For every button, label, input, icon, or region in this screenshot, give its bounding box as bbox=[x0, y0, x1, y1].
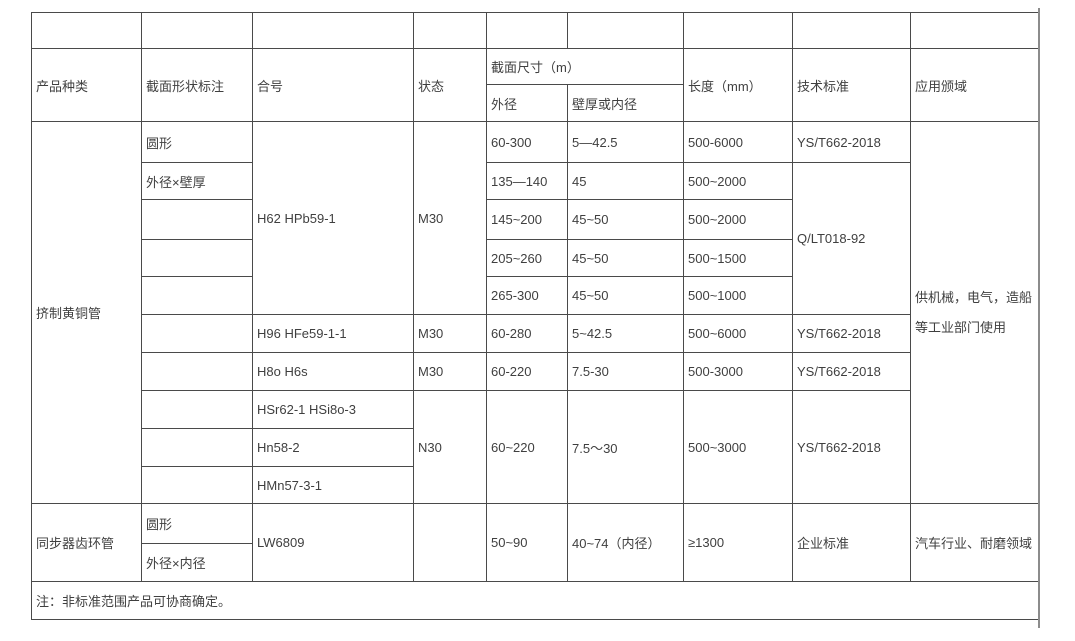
cell-alloy: Hn58-2 bbox=[252, 428, 414, 467]
cell-od: 205~260 bbox=[486, 239, 568, 277]
cell-product-extruded: 挤制黄铜管 bbox=[31, 121, 142, 504]
cell-std: 企业标准 bbox=[792, 503, 911, 582]
cell-application-sync-ring: 汽车行业、耐磨领域 bbox=[910, 503, 1040, 582]
header-wall-or-inner: 壁厚或内径 bbox=[567, 84, 684, 122]
table-row: 挤制黄铜管 圆形 H62 HPb59-1 M30 60-300 5—42.5 5… bbox=[31, 121, 1040, 504]
cell-od: 265-300 bbox=[486, 276, 568, 315]
cell-state: M30 bbox=[413, 352, 487, 391]
header-product-type: 产品种类 bbox=[31, 48, 142, 122]
cell-wall: 45~50 bbox=[567, 239, 684, 277]
cell-length: 500-3000 bbox=[683, 352, 793, 391]
empty-cell bbox=[31, 12, 142, 49]
cell-state: M30 bbox=[413, 121, 487, 315]
cell-length: 500-6000 bbox=[683, 121, 793, 163]
table-row: HMn57-3-1 bbox=[32, 466, 1040, 504]
header-tech-std: 技术标准 bbox=[792, 48, 911, 122]
cell-od: 145~200 bbox=[486, 199, 568, 240]
empty-cell bbox=[910, 12, 1040, 49]
cell-std: YS/T662-2018 bbox=[792, 390, 911, 504]
table-row: H8o H6s M30 60-220 7.5-30 500-3000 YS/T6… bbox=[32, 352, 1040, 391]
cell-shape-empty bbox=[141, 390, 253, 429]
cell-length: 500~6000 bbox=[683, 314, 793, 353]
table-row: 外径×壁厚 135—140 45 500~2000 Q/LT018-92 bbox=[32, 162, 1040, 315]
cell-std: Q/LT018-92 bbox=[792, 162, 911, 315]
header-state: 状态 bbox=[413, 48, 487, 122]
cell-shape-empty bbox=[141, 352, 253, 391]
cell-shape-empty bbox=[141, 466, 253, 504]
cell-alloy: H96 HFe59-1-1 bbox=[252, 314, 414, 353]
cell-std: YS/T662-2018 bbox=[792, 352, 911, 391]
header-shape-note: 截面形状标注 bbox=[141, 48, 253, 122]
cell-od: 50~90 bbox=[486, 503, 568, 582]
cell-state: N30 bbox=[413, 390, 487, 504]
cell-alloy: HSr62-1 HSi8o-3 bbox=[252, 390, 414, 429]
empty-cell bbox=[141, 12, 253, 49]
table-row: 205~260 45~50 500~1500 bbox=[32, 239, 1040, 277]
cell-state-empty bbox=[413, 503, 487, 582]
cell-alloy: H62 HPb59-1 bbox=[252, 121, 414, 315]
table-row: 同步器齿环管 圆形 LW6809 50~90 40~74（内径） ≥1300 企… bbox=[31, 503, 1040, 582]
table-header-row: 产品种类 截面形状标注 合号 状态 截面尺寸（m） 长度（mm） 技术标准 应用… bbox=[31, 48, 1040, 122]
cell-shape-empty bbox=[141, 276, 253, 315]
empty-cell bbox=[683, 12, 793, 49]
cell-shape-round: 圆形 bbox=[141, 503, 253, 544]
empty-cell bbox=[252, 12, 414, 49]
cell-wall: 45~50 bbox=[567, 276, 684, 315]
cell-od: 60~220 bbox=[486, 390, 568, 504]
cell-wall: 5~42.5 bbox=[567, 314, 684, 353]
table-row: 145~200 45~50 500~2000 bbox=[32, 199, 1040, 240]
cell-length: 500~2000 bbox=[683, 199, 793, 240]
cell-alloy: H8o H6s bbox=[252, 352, 414, 391]
cell-length: ≥1300 bbox=[683, 503, 793, 582]
cell-wall: 5—42.5 bbox=[567, 121, 684, 163]
empty-cell bbox=[413, 12, 487, 49]
header-length: 长度（mm） bbox=[683, 48, 793, 122]
cell-shape-empty bbox=[141, 239, 253, 277]
empty-cell bbox=[486, 12, 568, 49]
note-text: 注：非标准范围产品可协商确定。 bbox=[31, 581, 1040, 620]
cell-state: M30 bbox=[413, 314, 487, 353]
cell-od: 135—140 bbox=[486, 162, 568, 200]
table-right-edge-line bbox=[1038, 8, 1040, 628]
table-row: HSr62-1 HSi8o-3 N30 60~220 7.5～30 500~30… bbox=[32, 390, 1040, 504]
cell-od: 60-220 bbox=[486, 352, 568, 391]
cell-wall: 45 bbox=[567, 162, 684, 200]
cell-shape-empty bbox=[141, 428, 253, 467]
header-alloy-no: 合号 bbox=[252, 48, 414, 122]
cell-std: YS/T662-2018 bbox=[792, 121, 911, 163]
cell-std: YS/T662-2018 bbox=[792, 314, 911, 353]
product-spec-table: 产品种类 截面形状标注 合号 状态 截面尺寸（m） 长度（mm） 技术标准 应用… bbox=[31, 12, 1040, 620]
cell-length: 500~1000 bbox=[683, 276, 793, 315]
cell-shape-od-id: 外径×内径 bbox=[141, 543, 253, 582]
cell-od: 60-300 bbox=[486, 121, 568, 163]
cell-od: 60-280 bbox=[486, 314, 568, 353]
cell-application-extruded: 供机械，电气，造船等工业部门使用 bbox=[910, 121, 1040, 504]
empty-cell bbox=[792, 12, 911, 49]
cell-length: 500~1500 bbox=[683, 239, 793, 277]
header-section-size: 截面尺寸（m） bbox=[486, 48, 684, 85]
table-row: 265-300 45~50 500~1000 bbox=[32, 276, 1040, 315]
cell-shape-empty bbox=[141, 314, 253, 353]
cell-shape-round: 圆形 bbox=[141, 121, 253, 163]
cell-shape-od-wall: 外径×壁厚 bbox=[141, 162, 253, 200]
table-row: H96 HFe59-1-1 M30 60-280 5~42.5 500~6000… bbox=[32, 314, 1040, 353]
cell-alloy: LW6809 bbox=[252, 503, 414, 582]
header-application: 应用颁域 bbox=[910, 48, 1040, 122]
cell-wall: 45~50 bbox=[567, 199, 684, 240]
table-row-empty-top bbox=[31, 12, 1040, 49]
cell-wall: 40~74（内径） bbox=[567, 503, 684, 582]
cell-product-sync-ring: 同步器齿环管 bbox=[31, 503, 142, 582]
cell-length: 500~2000 bbox=[683, 162, 793, 200]
header-outer-dia: 外径 bbox=[486, 84, 568, 122]
table-subheader-row: 外径 壁厚或内径 bbox=[32, 84, 1040, 122]
cell-shape-empty bbox=[141, 199, 253, 240]
cell-wall: 7.5～30 bbox=[567, 390, 684, 504]
cell-alloy: HMn57-3-1 bbox=[252, 466, 414, 504]
empty-cell bbox=[567, 12, 684, 49]
table-note-row: 注：非标准范围产品可协商确定。 bbox=[31, 581, 1040, 620]
cell-length: 500~3000 bbox=[683, 390, 793, 504]
cell-wall: 7.5-30 bbox=[567, 352, 684, 391]
